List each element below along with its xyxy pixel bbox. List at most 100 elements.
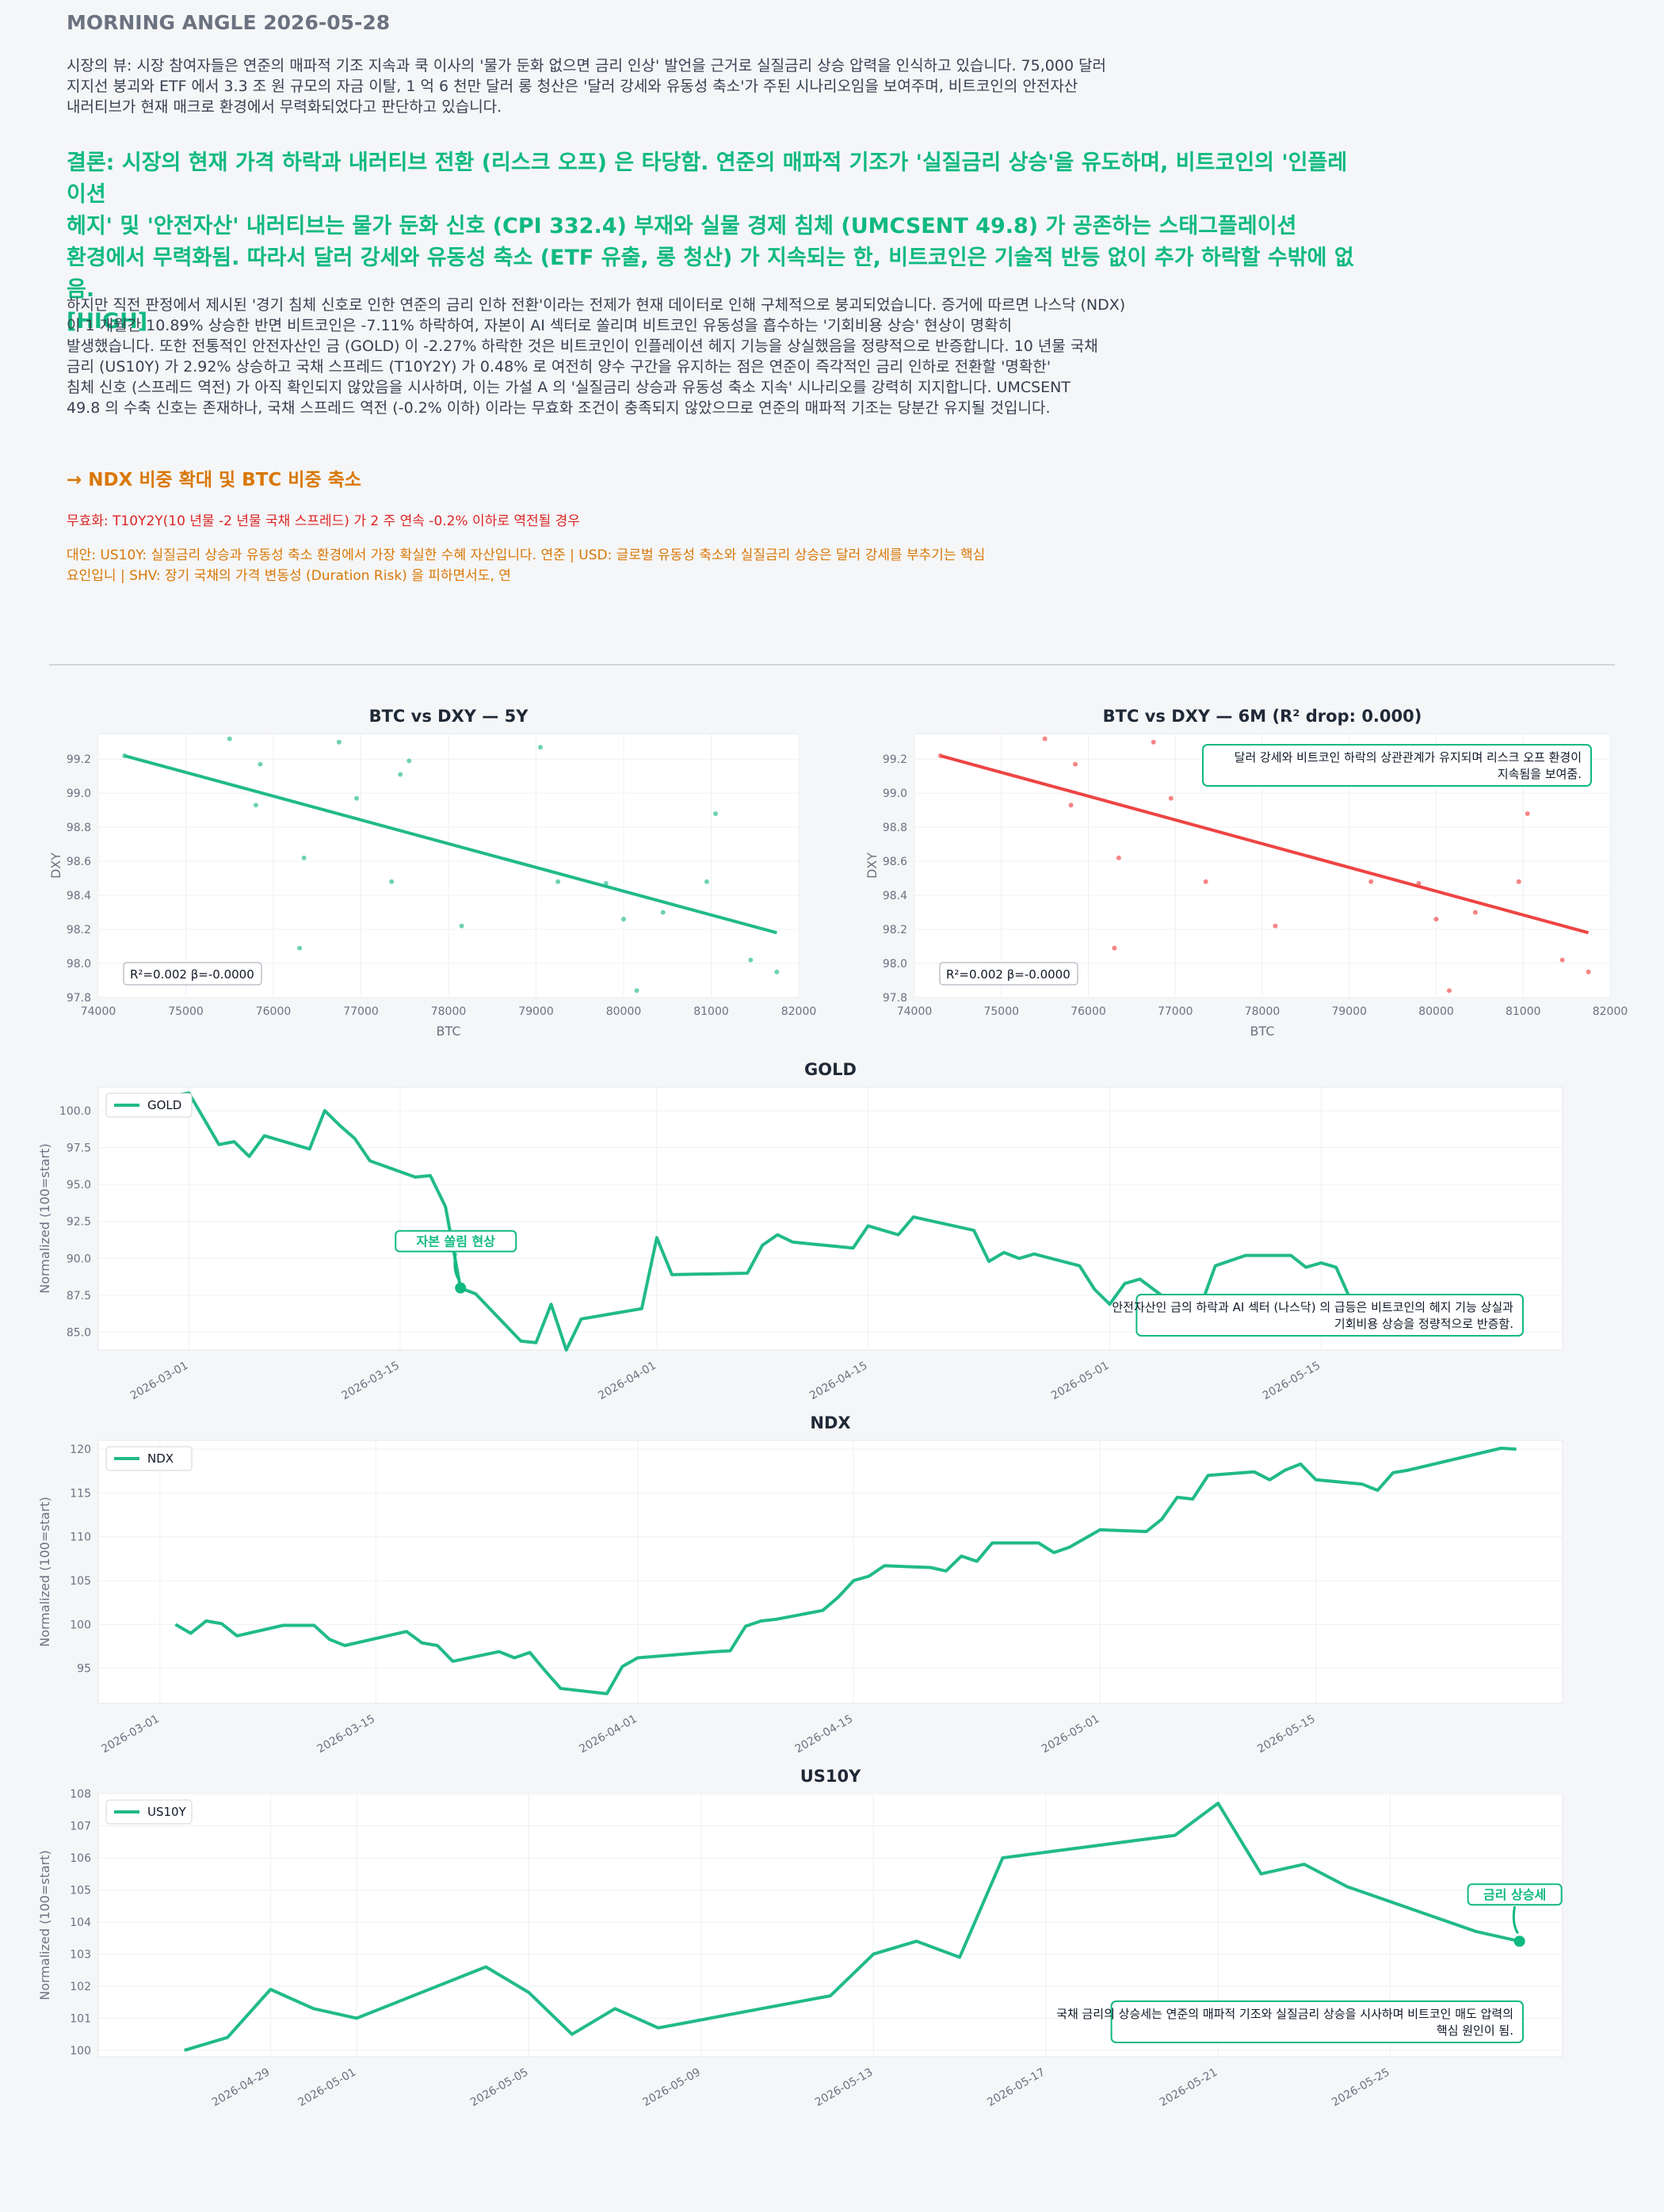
- legend-label: US10Y: [147, 1805, 187, 1819]
- stats-box: [123, 962, 262, 986]
- annotation-box: [1135, 1294, 1525, 1337]
- annotation-box: [1202, 744, 1592, 787]
- x-tick-label: 2026-03-01: [128, 1360, 190, 1403]
- view-line: 지지선 붕괴와 ETF 에서 3.3 조 원 규모의 자금 이탈, 1 억 6 …: [67, 78, 1078, 95]
- marker-label-box: [395, 1230, 517, 1253]
- x-tick-label: 82000: [1593, 1005, 1628, 1018]
- scatter-point: [713, 810, 719, 816]
- chart-title: US10Y: [800, 1767, 861, 1786]
- y-tick-label: 105: [70, 1575, 91, 1588]
- x-tick-label: 2026-05-01: [1040, 1713, 1101, 1756]
- y-tick-label: 98.2: [883, 924, 907, 936]
- scatter-point: [1073, 761, 1078, 767]
- x-tick-label: 2026-05-21: [1158, 2066, 1219, 2110]
- annotation-text: 안전자산인 금의 하락과 AI 섹터 (나스닥) 의 급등은 비트코인의 헤지 …: [1112, 1300, 1513, 1314]
- x-tick-label: 2026-05-13: [813, 2066, 875, 2110]
- x-tick-label: 79000: [518, 1005, 554, 1018]
- y-tick-label: 97.5: [67, 1142, 91, 1154]
- marker-label: 자본 쏠림 현상: [417, 1234, 496, 1249]
- y-axis-label: DXY: [48, 852, 63, 879]
- scatter-point: [301, 855, 307, 860]
- y-tick-label: 99.0: [67, 788, 91, 800]
- x-tick-label: 75000: [168, 1005, 204, 1018]
- y-tick-label: 87.5: [67, 1290, 91, 1302]
- legend-box: [105, 1446, 193, 1471]
- annotation-text: 핵심 원인이 됨.: [1437, 2023, 1513, 2038]
- body-line: 발생했습니다. 또한 전통적인 안전자산인 금 (GOLD) 이 -2.27% …: [67, 338, 1098, 355]
- y-tick-label: 98.4: [883, 890, 907, 902]
- x-tick-label: 77000: [1158, 1005, 1193, 1018]
- scatter-point: [336, 739, 342, 745]
- y-tick-label: 90.0: [67, 1253, 91, 1265]
- x-tick-label: 2026-04-01: [596, 1360, 658, 1403]
- scatter-point: [1203, 879, 1208, 884]
- conclusion-line: 헤지' 및 '안전자산' 내러티브는 물가 둔화 신호 (CPI 332.4) …: [67, 214, 1297, 238]
- body-line: 49.8 의 수축 신호는 존재하나, 국채 스프레드 역전 (-0.2% 이하…: [67, 399, 1051, 417]
- ndx-chart: NDX 95 100 105 110 115 120 2026-03-01 2026-03-15…: [37, 1413, 1563, 1756]
- conclusion-line: 결론: 시장의 현재 가격 하락과 내러티브 전환 (리스크 오프) 은 타당함…: [67, 151, 1348, 207]
- y-tick-label: 99.2: [67, 753, 91, 766]
- x-tick-label: 77000: [343, 1005, 379, 1018]
- alt-line: 요인입니 | SHV: 장기 국채의 가격 변동성 (Duration Risk…: [67, 568, 511, 584]
- chart-title: BTC vs DXY — 5Y: [369, 707, 529, 726]
- conclusion-line: 환경에서 무력화됨. 따라서 달러 강세와 유동성 축소 (ETF 유출, 롱 …: [67, 246, 1354, 302]
- x-tick-label: 2026-04-01: [577, 1713, 639, 1756]
- x-tick-label: 2026-04-29: [210, 2066, 272, 2110]
- scatter-point: [406, 758, 412, 764]
- scatter-point: [1116, 855, 1121, 860]
- x-tick-label: 2026-05-01: [1049, 1360, 1111, 1403]
- evidence-paragraph: 하지만 직전 판정에서 제시된 '경기 침체 신호로 인한 연준의 금리 인하 …: [67, 295, 1176, 418]
- annotation-text: 국채 금리의 상승세는 연준의 매파적 기조와 실질금리 상승을 시사하며 비트…: [1056, 2007, 1513, 2021]
- x-tick-label: 76000: [256, 1005, 292, 1018]
- y-axis-label: Normalized (100=start): [37, 1143, 52, 1294]
- scatter-point: [1042, 736, 1048, 742]
- x-axis-label: BTC: [1250, 1024, 1275, 1039]
- scatter-point: [1516, 879, 1521, 884]
- report-header: MORNING ANGLE 2026-05-28: [67, 11, 391, 34]
- x-tick-label: 76000: [1071, 1005, 1106, 1018]
- y-tick-label: 97.8: [883, 992, 907, 1005]
- marker-label-box: [1467, 1883, 1563, 1906]
- market-view: 시장의 뷰: 시장 참여자들은 연준의 매파적 기조 지속과 쿡 이사의 '물가…: [67, 55, 1176, 117]
- y-tick-label: 98.0: [67, 958, 91, 971]
- y-tick-label: 106: [70, 1852, 91, 1865]
- x-tick-label: 74000: [81, 1005, 116, 1018]
- series-line: [143, 1091, 1458, 1352]
- conclusion-line: [HIGH]: [67, 309, 148, 334]
- scatter-point: [398, 772, 403, 777]
- x-tick-label: 2026-05-25: [1330, 2066, 1391, 2110]
- y-tick-label: 103: [70, 1948, 91, 1961]
- x-tick-label: 2026-03-15: [315, 1713, 377, 1756]
- x-tick-label: 79000: [1331, 1005, 1367, 1018]
- series-line: [174, 1447, 1517, 1695]
- scatter-point: [1433, 917, 1439, 922]
- x-tick-label: 2026-05-15: [1255, 1713, 1317, 1756]
- x-tick-label: 75000: [983, 1005, 1019, 1018]
- alternatives: 대안: US10Y: 실질금리 상승과 유동성 축소 환경에서 가장 확실한 수…: [67, 545, 1136, 586]
- x-tick-label: 2026-05-05: [468, 2066, 530, 2110]
- x-tick-label: 2026-05-09: [640, 2066, 702, 2110]
- conclusion: 결론: 시장의 현재 가격 하락과 내러티브 전환 (리스크 오프) 은 타당함…: [67, 147, 1366, 338]
- plot-area: [97, 1440, 1563, 1704]
- body-line: 금리 (US10Y) 가 2.92% 상승하고 국채 스프레드 (T10Y2Y)…: [67, 358, 1051, 376]
- chart-title: GOLD: [804, 1060, 857, 1079]
- y-tick-label: 107: [70, 1820, 91, 1833]
- annotation-text: 달러 강세와 비트코인 하락의 상관관계가 유지되며 리스크 오프 환경이: [1235, 750, 1582, 765]
- y-tick-label: 95.0: [67, 1179, 91, 1192]
- y-tick-label: 110: [70, 1531, 91, 1544]
- scatter-point: [1112, 945, 1117, 951]
- y-axis-label: Normalized (100=start): [37, 1850, 52, 2000]
- y-tick-label: 101: [70, 2012, 91, 2025]
- scatter-point: [1586, 969, 1591, 974]
- x-tick-label: 80000: [606, 1005, 642, 1018]
- y-tick-label: 104: [70, 1916, 91, 1929]
- us10y-chart: US10Y 100 101 102 103 104 105 106 107 108 2026-04-…: [37, 1767, 1563, 2110]
- stats-label: R²=0.002 β=-0.0000: [946, 967, 1071, 982]
- body-line: 침체 신호 (스프레드 역전) 가 아직 확인되지 않았음을 시사하며, 이는 …: [67, 379, 1071, 396]
- x-tick-label: 2026-05-15: [1261, 1360, 1322, 1403]
- x-tick-label: 80000: [1418, 1005, 1454, 1018]
- stats-label: R²=0.002 β=-0.0000: [130, 967, 254, 982]
- y-tick-label: 98.8: [883, 822, 907, 834]
- y-tick-label: 98.2: [67, 924, 91, 936]
- scatter-point: [227, 736, 232, 742]
